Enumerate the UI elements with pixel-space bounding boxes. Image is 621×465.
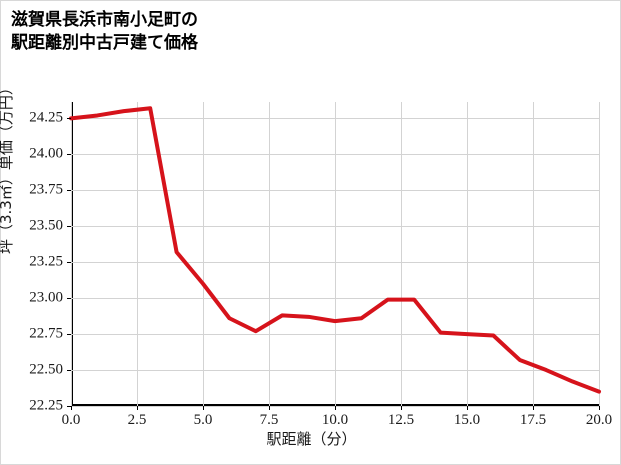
y-tick-label: 22.50 bbox=[29, 361, 63, 378]
y-tick-mark bbox=[67, 298, 71, 300]
x-tick-mark bbox=[137, 406, 138, 410]
chart-title: 滋賀県長浜市南小足町の 駅距離別中古戸建て価格 bbox=[11, 10, 198, 53]
y-tick-mark bbox=[67, 370, 71, 372]
x-tick-mark bbox=[269, 406, 270, 410]
x-tick-label: 5.0 bbox=[193, 412, 213, 428]
gridline-vertical bbox=[401, 102, 402, 406]
gridline-vertical bbox=[137, 102, 138, 406]
y-tick-label: 24.25 bbox=[29, 109, 63, 126]
x-tick-label: 15.0 bbox=[453, 412, 481, 428]
y-tick-label: 22.75 bbox=[29, 325, 63, 342]
x-tick-label: 0.0 bbox=[61, 412, 81, 428]
x-tick-label: 10.0 bbox=[321, 412, 349, 428]
y-tick-label: 23.75 bbox=[29, 181, 63, 198]
y-tick-mark bbox=[67, 406, 71, 407]
x-tick-mark bbox=[467, 406, 468, 410]
y-tick-mark bbox=[67, 118, 71, 120]
y-tick-label: 23.25 bbox=[29, 253, 63, 270]
y-tick-label: 23.50 bbox=[29, 217, 63, 234]
gridline-vertical bbox=[335, 102, 336, 406]
y-tick-mark bbox=[67, 262, 71, 264]
x-tick-mark bbox=[335, 406, 336, 410]
gridline-vertical bbox=[467, 102, 468, 406]
gridline-vertical bbox=[269, 102, 270, 406]
y-tick-mark bbox=[67, 226, 71, 228]
x-tick-label: 12.5 bbox=[387, 412, 415, 428]
x-axis-label: 駅距離（分） bbox=[266, 430, 357, 448]
x-tick-mark bbox=[401, 406, 402, 410]
x-tick-mark bbox=[599, 406, 600, 410]
series-polyline bbox=[69, 106, 601, 394]
x-tick-label: 2.5 bbox=[127, 412, 147, 428]
x-tick-label: 7.5 bbox=[259, 412, 279, 428]
y-tick-mark bbox=[67, 334, 71, 336]
gridline-vertical bbox=[533, 102, 534, 406]
y-tick-mark bbox=[67, 154, 71, 156]
line-series bbox=[69, 106, 601, 394]
x-tick-label: 20.0 bbox=[585, 412, 613, 428]
y-tick-label: 22.25 bbox=[29, 397, 63, 414]
gridline-vertical bbox=[203, 102, 204, 406]
x-tick-mark bbox=[533, 406, 534, 410]
x-tick-label: 17.5 bbox=[519, 412, 547, 428]
y-tick-mark bbox=[67, 190, 71, 192]
x-tick-mark bbox=[71, 406, 72, 410]
x-tick-mark bbox=[203, 406, 204, 410]
gridline-vertical bbox=[599, 102, 600, 406]
plot-area: 22.25 22.50 22.75 23.00 23.25 23.50 23.75 24.00… bbox=[29, 102, 612, 428]
gridline-vertical bbox=[71, 102, 72, 406]
y-tick-label: 24.00 bbox=[29, 145, 63, 162]
y-tick-label: 23.00 bbox=[29, 289, 63, 306]
